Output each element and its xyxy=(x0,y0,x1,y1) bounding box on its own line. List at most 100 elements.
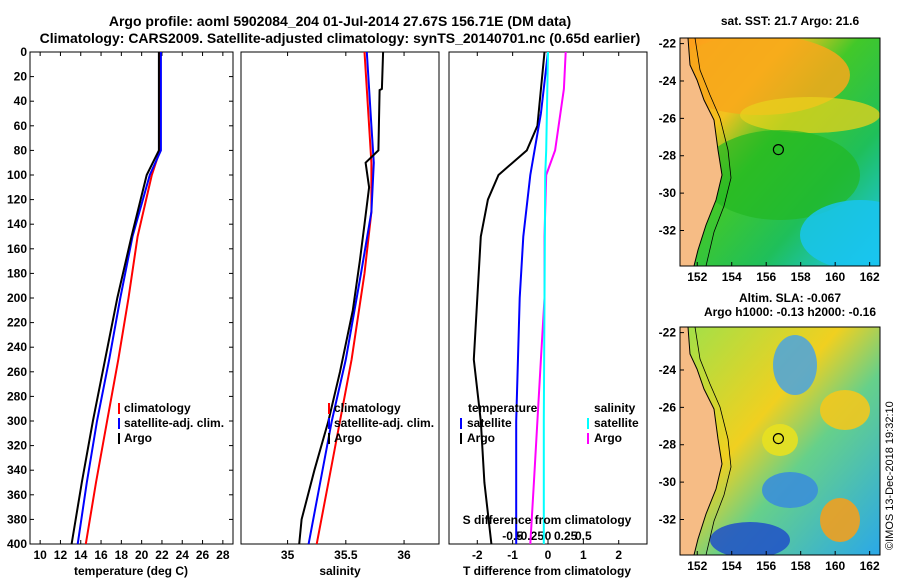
map-lon-label: 162 xyxy=(860,559,880,573)
map-lat-label: -28 xyxy=(659,438,677,452)
x-tick-label: 36 xyxy=(397,548,411,562)
t-difference-x-label: T difference from climatology xyxy=(463,564,631,578)
sst-map: sat. SST: 21.7 Argo: 21.6 152 154 156 158 16… xyxy=(659,14,881,284)
salinity-x-label: salinity xyxy=(319,564,361,578)
difference-axes-frame xyxy=(448,51,648,545)
depth-tick-label: 240 xyxy=(7,340,27,354)
legend-title-salinity: salinity xyxy=(594,401,636,415)
legend-label: climatology xyxy=(334,401,401,415)
s-tick-label: -0.5 xyxy=(502,529,523,543)
map-lat-label: -26 xyxy=(659,400,677,414)
depth-tick-label: 260 xyxy=(7,365,27,379)
sla-map-axes: 152 154 156 158 160 162 -22 -24 -26 -28 -30 -32 xyxy=(659,326,880,573)
sst-land xyxy=(680,38,723,266)
temperature-x-axis: 10 12 14 16 18 20 22 24 26 28 xyxy=(33,52,230,562)
legend-label: Argo xyxy=(334,431,362,445)
depth-tick-label: 20 xyxy=(14,70,28,84)
x-tick-label: 2 xyxy=(615,548,622,562)
legend-label: satellite-adj. clim. xyxy=(334,416,434,430)
map-lon-label: 154 xyxy=(722,270,742,284)
map-lon-label: 160 xyxy=(825,559,845,573)
depth-tick-label: 180 xyxy=(7,266,27,280)
depth-tick-label: 340 xyxy=(7,463,27,477)
series-line-t-argo xyxy=(472,52,546,544)
x-tick-label: 35 xyxy=(281,548,295,562)
x-tick-label: 24 xyxy=(176,548,190,562)
sla-cyclonic-eddy-3 xyxy=(710,522,790,555)
depth-tick-label: 140 xyxy=(7,217,27,231)
sst-map-axes: 152 154 156 158 160 162 -22 -24 -26 -28 -30 -32 xyxy=(659,37,880,284)
series-line-s-satellite xyxy=(542,52,549,544)
sla-cyclonic-eddy-1 xyxy=(773,335,817,395)
x-tick-label: 35.5 xyxy=(334,548,358,562)
temperature-panel: 0204060801001201401601802002202402602803… xyxy=(7,45,647,578)
temperature-x-label: temperature (deg C) xyxy=(74,564,188,578)
legend-label: Argo xyxy=(467,431,495,445)
figure-title-line1: Argo profile: aoml 5902084_204 01-Jul-20… xyxy=(109,13,571,29)
sst-cool-patch xyxy=(800,200,880,266)
difference-legend: temperaturesatelliteArgosalinitysatellit… xyxy=(460,401,639,445)
map-lat-label: -22 xyxy=(659,326,677,340)
s-tick-label: 0.5 xyxy=(575,529,592,543)
depth-tick-label: 280 xyxy=(7,389,27,403)
x-tick-label: 0 xyxy=(545,548,552,562)
argo-location-marker xyxy=(772,433,785,445)
map-lon-label: 162 xyxy=(860,270,880,284)
sla-map-frame xyxy=(679,326,881,556)
depth-tick-label: 120 xyxy=(7,193,27,207)
legend-label: Argo xyxy=(594,431,622,445)
x-tick-label: 10 xyxy=(33,548,47,562)
map-lon-label: 154 xyxy=(722,559,742,573)
map-lat-label: -24 xyxy=(659,363,677,377)
series-line-satellite-adj-clim- xyxy=(307,52,375,544)
sst-green-patch xyxy=(700,130,860,220)
sst-yellow-patch xyxy=(740,97,880,133)
legend-title-temperature: temperature xyxy=(468,401,538,415)
s-tick-label: 0.25 xyxy=(554,529,578,543)
legend-label: satellite xyxy=(467,416,512,430)
sla-anticyclonic-eddy-3 xyxy=(820,498,860,542)
sst-map-frame xyxy=(679,37,881,267)
series-line-argo xyxy=(70,52,160,544)
sst-map-title: sat. SST: 21.7 Argo: 21.6 xyxy=(721,14,860,28)
series-line-climatology xyxy=(315,52,373,544)
sla-land xyxy=(680,327,723,555)
sla-shelf-contour xyxy=(694,327,732,555)
legend-label: satellite xyxy=(594,416,639,430)
sla-map-title-line1: Altim. SLA: -0.067 xyxy=(739,291,841,305)
s-difference-title: S difference from climatology xyxy=(463,513,632,527)
map-lat-label: -32 xyxy=(659,512,677,526)
depth-tick-label: 160 xyxy=(7,242,27,256)
sst-shelf-contour xyxy=(694,38,732,266)
sla-map-title-line2: Argo h1000: -0.13 h2000: -0.16 xyxy=(704,305,876,319)
depth-tick-label: 380 xyxy=(7,512,27,526)
legend-label: Argo xyxy=(124,431,152,445)
sla-map: Altim. SLA: -0.067 Argo h1000: -0.13 h20… xyxy=(659,291,881,573)
depth-tick-label: 40 xyxy=(14,94,28,108)
series-line-t-satellite xyxy=(515,52,549,544)
s-tick-label: 0 xyxy=(545,529,552,543)
map-lat-label: -32 xyxy=(659,223,677,237)
figure-title-line2: Climatology: CARS2009. Satellite-adjuste… xyxy=(40,30,641,46)
map-lat-label: -22 xyxy=(659,37,677,51)
temperature-axes-frame xyxy=(29,51,234,545)
difference-panel: -2 -1 0 1 2 -0.5-0.25 0 0.250.5 temperaturesat… xyxy=(448,51,648,578)
map-lat-label: -30 xyxy=(659,186,677,200)
map-lon-label: 152 xyxy=(687,559,707,573)
x-tick-label: 16 xyxy=(94,548,108,562)
sla-cyclonic-eddy-2 xyxy=(762,472,818,508)
x-tick-label: 28 xyxy=(216,548,230,562)
depth-tick-label: 360 xyxy=(7,488,27,502)
sla-anticyclonic-eddy-2 xyxy=(762,424,798,456)
series-line-argo xyxy=(298,52,385,544)
imos-credit: ©IMOS 13-Dec-2018 19:32:10 xyxy=(884,401,896,550)
t-difference-x-axis: -2 -1 0 1 2 xyxy=(472,52,622,562)
x-tick-label: 18 xyxy=(115,548,129,562)
salinity-x-axis: 35 35.5 36 xyxy=(281,52,411,562)
x-tick-label: 26 xyxy=(196,548,210,562)
depth-tick-label: 220 xyxy=(7,316,27,330)
